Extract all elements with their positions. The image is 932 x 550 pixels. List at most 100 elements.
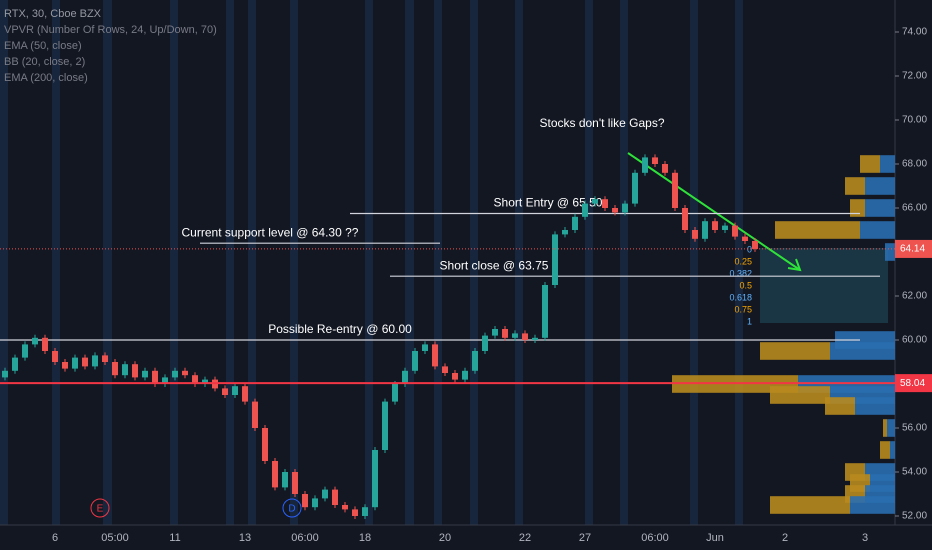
candle-body xyxy=(142,370,148,378)
candle-body xyxy=(612,208,618,213)
candle-body xyxy=(232,386,238,395)
y-tick-label: 54.00 xyxy=(902,467,927,478)
note: Stocks don't like Gaps? xyxy=(539,116,664,130)
session-band xyxy=(52,0,60,525)
y-tick-label: 60.00 xyxy=(902,335,927,346)
candle-body xyxy=(702,221,708,239)
candle-body xyxy=(302,494,308,508)
profile-down xyxy=(890,441,895,459)
price-label: 64.14 xyxy=(900,244,925,255)
candle-body xyxy=(402,370,408,384)
candle-body xyxy=(42,337,48,351)
candle-body xyxy=(192,375,198,384)
candle-body xyxy=(652,157,658,164)
fib-label: 0.75 xyxy=(734,304,752,314)
candle-body xyxy=(732,225,738,237)
fib-label: 0.382 xyxy=(729,268,752,278)
candle-body xyxy=(2,370,8,378)
candle-body xyxy=(92,355,98,367)
x-tick-label: Jun xyxy=(706,532,724,544)
annotation-text: Short close @ 63.75 xyxy=(440,258,549,272)
session-band xyxy=(365,0,373,525)
candle-body xyxy=(542,285,548,338)
candle-body xyxy=(222,388,228,395)
candle-body xyxy=(112,362,118,376)
candle-body xyxy=(472,351,478,371)
fib-label: 0 xyxy=(747,244,752,254)
candle-body xyxy=(552,234,558,285)
y-tick-label: 56.00 xyxy=(902,423,927,434)
session-band xyxy=(515,0,523,525)
arrow-head xyxy=(787,258,802,272)
candle-body xyxy=(672,172,678,208)
candle-body xyxy=(562,230,568,235)
candle-body xyxy=(272,461,278,488)
profile-down xyxy=(830,342,895,360)
session-band xyxy=(735,0,743,525)
session-band xyxy=(248,0,256,525)
candle-body xyxy=(32,337,38,345)
profile-down xyxy=(855,397,895,415)
candle-body xyxy=(22,344,28,358)
candle-body xyxy=(412,351,418,371)
fib-label: 0.25 xyxy=(734,256,752,266)
session-band xyxy=(470,0,478,525)
candle-body xyxy=(332,489,338,505)
candle-body xyxy=(352,509,358,516)
session-band xyxy=(585,0,593,525)
profile-up xyxy=(775,221,860,239)
y-tick-label: 52.00 xyxy=(902,511,927,522)
candle-body xyxy=(12,357,18,371)
session-band xyxy=(226,0,234,525)
candle-body xyxy=(692,230,698,239)
candle-body xyxy=(632,172,638,204)
price-axis xyxy=(895,0,932,550)
profile-up xyxy=(760,342,830,360)
candle-body xyxy=(592,199,598,204)
profile-down xyxy=(860,221,895,239)
y-tick-label: 66.00 xyxy=(902,203,927,214)
y-tick-label: 72.00 xyxy=(902,71,927,82)
profile-up xyxy=(880,441,890,459)
trend-arrow xyxy=(627,152,801,271)
candle-body xyxy=(132,364,138,378)
candle-body xyxy=(682,208,688,230)
fib-label: 1 xyxy=(747,316,752,326)
session-band xyxy=(434,0,442,525)
y-tick-label: 74.00 xyxy=(902,27,927,38)
profile-down xyxy=(885,243,895,261)
session-band xyxy=(170,0,178,525)
candle-body xyxy=(182,370,188,376)
candle-body xyxy=(152,370,158,384)
candle-body xyxy=(512,333,518,338)
candle-body xyxy=(642,157,648,173)
price-label-box xyxy=(895,374,932,393)
profile-down xyxy=(865,199,895,217)
event-marker xyxy=(90,498,110,518)
x-tick-label: 20 xyxy=(439,532,451,544)
chart-title: RTX, 30, Cboe BZX xyxy=(4,8,102,20)
candle-body xyxy=(482,335,488,351)
candle-body xyxy=(742,236,748,241)
profile-up xyxy=(845,177,865,195)
session-band xyxy=(620,0,628,525)
candle-body xyxy=(62,362,68,369)
session-band xyxy=(103,0,112,525)
candle-body xyxy=(462,370,468,380)
candle-body xyxy=(262,428,268,461)
session-band xyxy=(0,0,8,525)
fib-label: 0.5 xyxy=(739,280,752,290)
annotation-text: Possible Re-entry @ 60.00 xyxy=(268,322,412,336)
session-bands xyxy=(0,0,743,525)
profile-up xyxy=(825,397,855,415)
annotation-text: Short Entry @ 65.50 xyxy=(494,196,603,210)
candle-body xyxy=(572,216,578,230)
candle-body xyxy=(252,401,258,428)
candle-body xyxy=(442,366,448,373)
x-tick-label: 2 xyxy=(782,532,788,544)
candle-body xyxy=(582,203,588,217)
profile-up xyxy=(860,155,880,173)
event-marker xyxy=(282,498,302,518)
candle-body xyxy=(82,357,88,367)
candle-body xyxy=(362,507,368,516)
